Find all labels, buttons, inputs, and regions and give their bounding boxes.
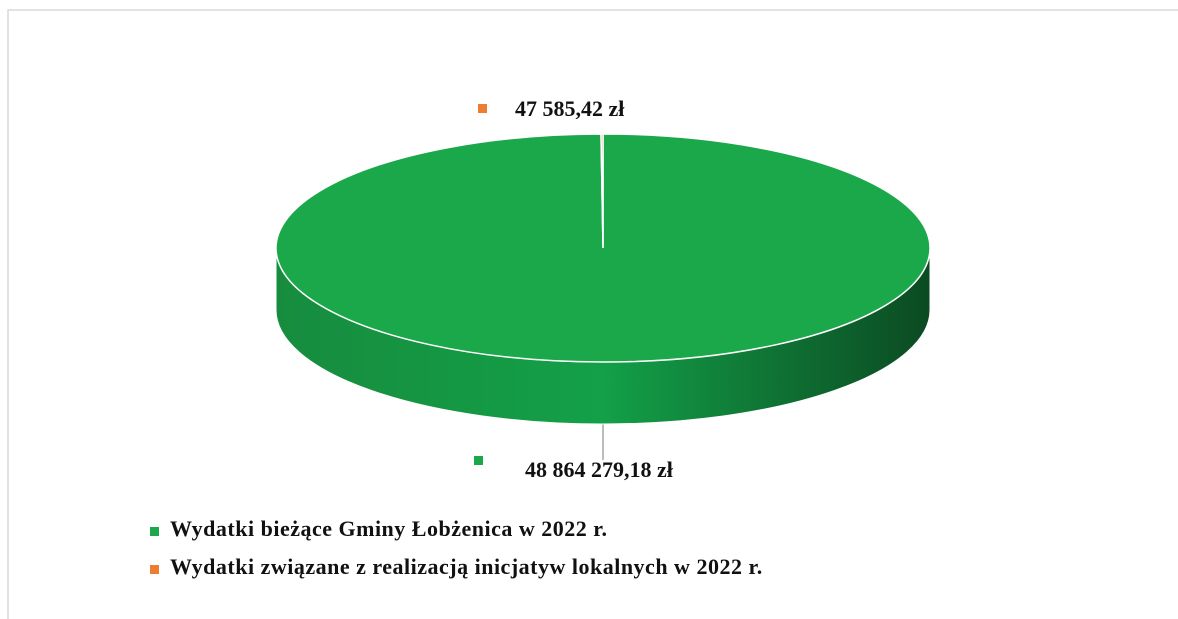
data-label: 48 864 279,18 zł <box>525 457 673 482</box>
pie-slice <box>600 133 604 249</box>
label-swatch <box>474 456 483 465</box>
label-swatch <box>478 104 487 113</box>
legend-swatch <box>150 527 159 536</box>
data-label: 47 585,42 zł <box>515 96 624 121</box>
legend-label: Wydatki bieżące Gminy Łobżenica w 2022 r… <box>170 516 607 541</box>
legend-swatch <box>150 565 159 574</box>
chart-border <box>7 9 1178 619</box>
legend-label: Wydatki związane z realizacją inicjatyw … <box>170 554 763 579</box>
